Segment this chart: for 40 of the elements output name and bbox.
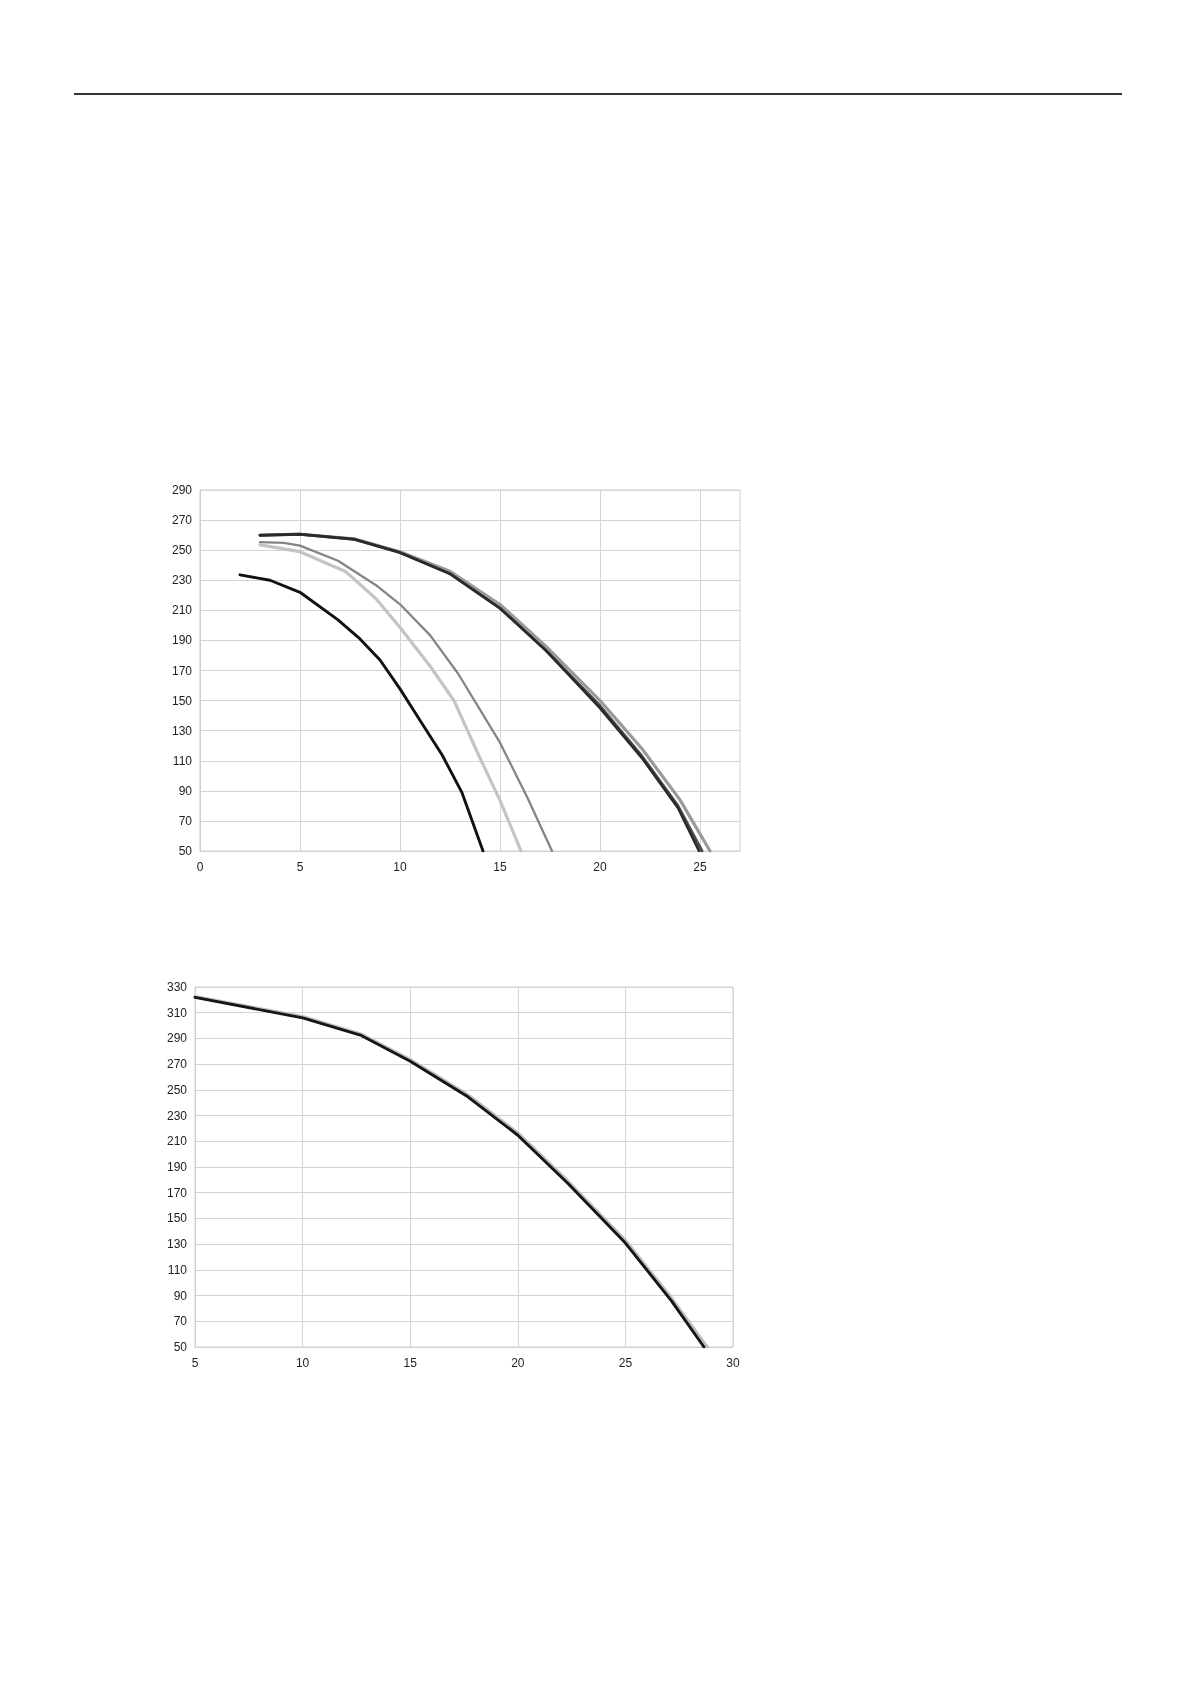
y-tick-label: 270 bbox=[166, 1057, 188, 1072]
y-tick-label: 150 bbox=[166, 1211, 188, 1226]
x-tick-label: 15 bbox=[403, 1356, 418, 1370]
y-tick-label: 250 bbox=[166, 1082, 188, 1097]
y-tick-label: 70 bbox=[178, 813, 193, 828]
y-tick-label: 110 bbox=[167, 1262, 188, 1277]
y-tick-label: 130 bbox=[171, 723, 193, 738]
x-tick-label: 10 bbox=[295, 1356, 310, 1370]
y-tick-label: 170 bbox=[171, 663, 193, 678]
y-tick-label: 270 bbox=[171, 513, 193, 528]
x-tick-label: 10 bbox=[393, 860, 407, 874]
y-tick-label: 110 bbox=[172, 753, 193, 768]
y-tick-label: 210 bbox=[166, 1134, 188, 1149]
y-tick-label: 210 bbox=[171, 603, 193, 618]
y-tick-label: 250 bbox=[171, 543, 193, 558]
x-tick-label: 15 bbox=[493, 860, 507, 874]
x-tick-label: 0 bbox=[196, 860, 204, 874]
y-tick-label: 310 bbox=[166, 1005, 188, 1020]
y-tick-label: 150 bbox=[171, 693, 193, 708]
y-tick-label: 170 bbox=[166, 1185, 188, 1200]
y-tick-label: 90 bbox=[173, 1288, 188, 1303]
y-tick-label: 50 bbox=[178, 844, 193, 858]
y-tick-label: 230 bbox=[166, 1108, 188, 1123]
y-tick-label: 190 bbox=[166, 1160, 188, 1174]
y-tick-label: 90 bbox=[178, 783, 193, 798]
y-tick-label: 70 bbox=[173, 1314, 188, 1329]
x-tick-label: 5 bbox=[296, 860, 304, 874]
y-tick-label: 50 bbox=[173, 1340, 188, 1354]
y-tick-label: 290 bbox=[166, 1031, 188, 1046]
y-tick-label: 290 bbox=[171, 483, 193, 497]
y-tick-label: 190 bbox=[171, 633, 193, 648]
x-tick-label: 30 bbox=[726, 1356, 740, 1370]
y-tick-label: 330 bbox=[166, 980, 188, 994]
x-tick-label: 5 bbox=[191, 1356, 199, 1370]
x-tick-label: 25 bbox=[618, 1356, 633, 1370]
x-tick-label: 20 bbox=[511, 1356, 525, 1370]
x-tick-label: 25 bbox=[693, 860, 707, 874]
y-tick-label: 130 bbox=[166, 1237, 188, 1252]
x-tick-label: 20 bbox=[593, 860, 607, 874]
y-tick-label: 230 bbox=[171, 573, 193, 588]
